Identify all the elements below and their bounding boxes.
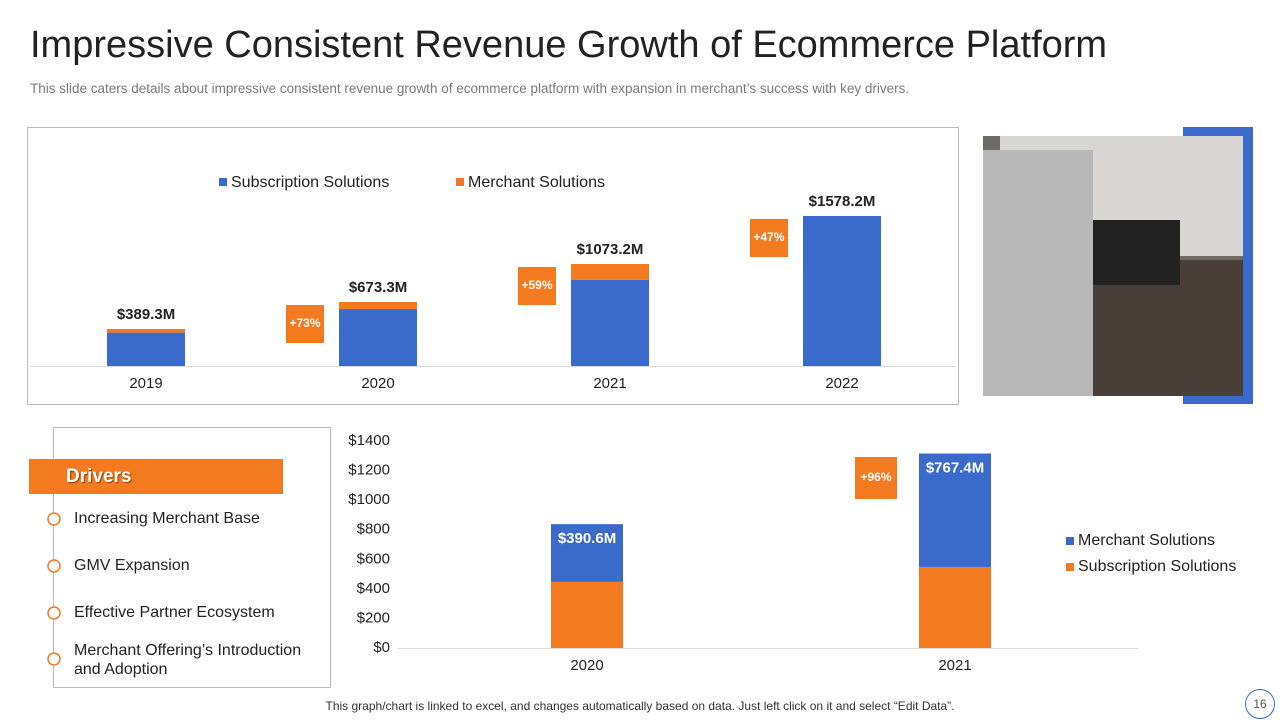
legend-swatch	[219, 178, 227, 186]
y-tick-label: $0	[373, 639, 390, 656]
bar-segment	[551, 524, 623, 582]
bar-segment	[571, 263, 649, 280]
bar-segment	[107, 328, 185, 333]
total-label: $673.3M	[349, 279, 407, 296]
y-tick-label: $200	[357, 609, 390, 626]
driver-bullet	[47, 512, 61, 526]
bar-segment	[551, 581, 623, 648]
driver-item: Effective Partner Ecosystem	[74, 604, 275, 621]
x-tick-label: 2020	[361, 375, 394, 392]
growth-label: +73%	[289, 316, 320, 330]
photo-person	[983, 150, 1093, 396]
y-tick-label: $1400	[348, 432, 390, 449]
growth-label: +47%	[753, 230, 784, 244]
growth-box	[855, 457, 897, 499]
legend-label: Subscription Solutions	[231, 174, 389, 191]
total-label: $389.3M	[117, 306, 175, 323]
bar-segment	[571, 279, 649, 366]
subtitle: This slide caters details about impressi…	[30, 81, 910, 96]
y-tick-label: $400	[357, 580, 390, 597]
bar-segment	[919, 453, 991, 567]
value-label: $767.4M	[926, 459, 984, 476]
page-number: 16	[1245, 689, 1275, 719]
growth-box	[518, 266, 556, 305]
driver-item: Merchant Offering’s Introduction and Ado…	[74, 642, 302, 678]
growth-box	[286, 305, 324, 344]
x-tick-label: 2020	[570, 657, 603, 674]
bar-segment	[107, 332, 185, 366]
legend-swatch	[1066, 563, 1074, 571]
x-tick-label: 2021	[593, 375, 626, 392]
growth-box	[750, 219, 788, 257]
bar-segment	[339, 309, 417, 366]
value-label: $390.6M	[558, 530, 616, 547]
drivers-title: Drivers	[29, 459, 283, 494]
legend-label: Merchant Solutions	[468, 174, 605, 191]
growth-label: +96%	[860, 470, 891, 484]
total-label: $1578.2M	[809, 193, 876, 210]
footer: This graph/chart is linked to excel, and…	[325, 699, 955, 713]
legend-swatch	[456, 178, 464, 186]
driver-item: GMV Expansion	[74, 557, 190, 574]
x-tick-label: 2022	[825, 375, 858, 392]
driver-bullet	[47, 652, 61, 666]
y-tick-label: $800	[357, 521, 390, 538]
driver-item: Increasing Merchant Base	[74, 510, 260, 527]
legend-label: Merchant Solutions	[1078, 532, 1215, 549]
bar-segment	[919, 566, 991, 648]
legend-swatch	[1066, 537, 1074, 545]
x-tick-label: 2021	[938, 657, 971, 674]
legend-label: Subscription Solutions	[1078, 558, 1236, 575]
bar-segment	[339, 302, 417, 310]
y-tick-label: $1200	[348, 462, 390, 479]
y-tick-label: $1000	[348, 491, 390, 508]
growth-label: +59%	[521, 278, 552, 292]
photo-laptop	[1085, 220, 1180, 285]
x-tick-label: 2019	[129, 375, 162, 392]
y-tick-label: $600	[357, 550, 390, 567]
title: Impressive Consistent Revenue Growth of …	[30, 24, 1108, 66]
bar-segment	[803, 216, 881, 366]
driver-bullet	[47, 559, 61, 573]
driver-bullet	[47, 606, 61, 620]
total-label: $1073.2M	[577, 241, 644, 258]
